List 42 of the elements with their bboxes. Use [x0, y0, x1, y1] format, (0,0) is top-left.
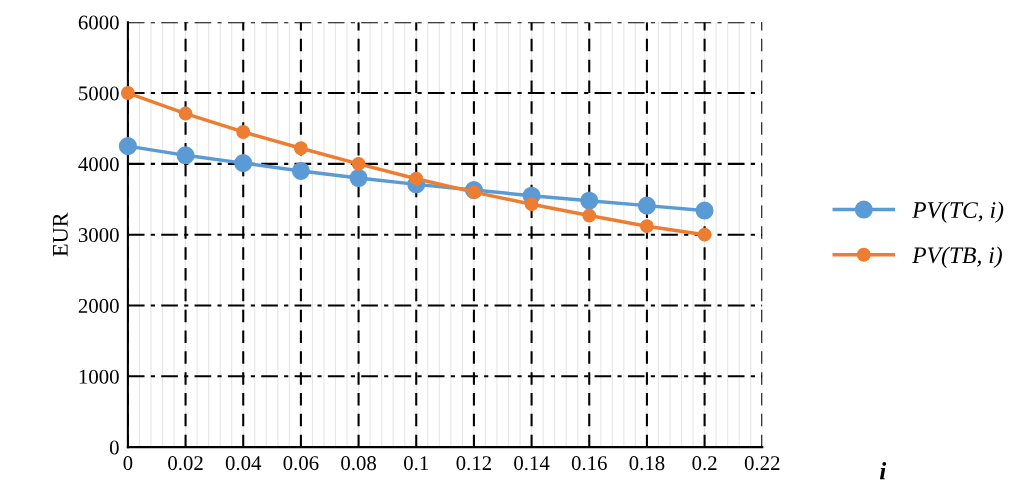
y-tick-label: 4000: [78, 157, 119, 172]
y-tick-label: 2000: [78, 298, 119, 313]
point: [236, 125, 251, 139]
point: [524, 197, 539, 212]
point: [178, 106, 193, 121]
x-tick-label: 0.06: [283, 456, 319, 471]
point: [351, 156, 366, 171]
point: [118, 137, 137, 156]
x-tick-label: 0.18: [629, 456, 665, 471]
x-tick-label: 0.12: [456, 456, 491, 471]
x-tick-label: 0.08: [341, 456, 377, 471]
y-tick-label: 3000: [78, 228, 119, 243]
legend-label: PV(TB, i): [912, 246, 1002, 269]
y-tick-label: 6000: [78, 15, 119, 30]
x-axis-title: i: [879, 462, 887, 480]
y-tick-label: 1000: [79, 369, 119, 384]
x-tick-label: 0.16: [571, 456, 607, 471]
point: [293, 141, 308, 156]
x-tick-label: 0.1: [404, 456, 429, 471]
legend-label: PV(TC, i): [912, 201, 1004, 223]
y-axis-title: EUR: [53, 212, 68, 257]
x-tick-label: 0.14: [514, 456, 550, 471]
point: [697, 227, 712, 242]
x-tick-label: 0: [123, 456, 133, 471]
point: [580, 191, 599, 210]
x-tick-label: 0.04: [225, 456, 262, 471]
point: [409, 171, 424, 186]
point: [466, 185, 481, 200]
point: [695, 201, 714, 220]
y-tick-label: 0: [109, 440, 119, 455]
x-tick-label: 0.22: [744, 456, 780, 471]
point: [120, 86, 135, 100]
point: [637, 196, 656, 215]
point: [639, 219, 654, 234]
x-tick-label: 0.02: [168, 456, 203, 471]
point: [582, 208, 597, 223]
point: [349, 168, 368, 188]
point: [291, 161, 310, 180]
y-tick-label: 5000: [79, 86, 119, 101]
point: [234, 154, 253, 173]
point: [176, 146, 195, 165]
x-tick-label: 0.2: [692, 456, 717, 471]
